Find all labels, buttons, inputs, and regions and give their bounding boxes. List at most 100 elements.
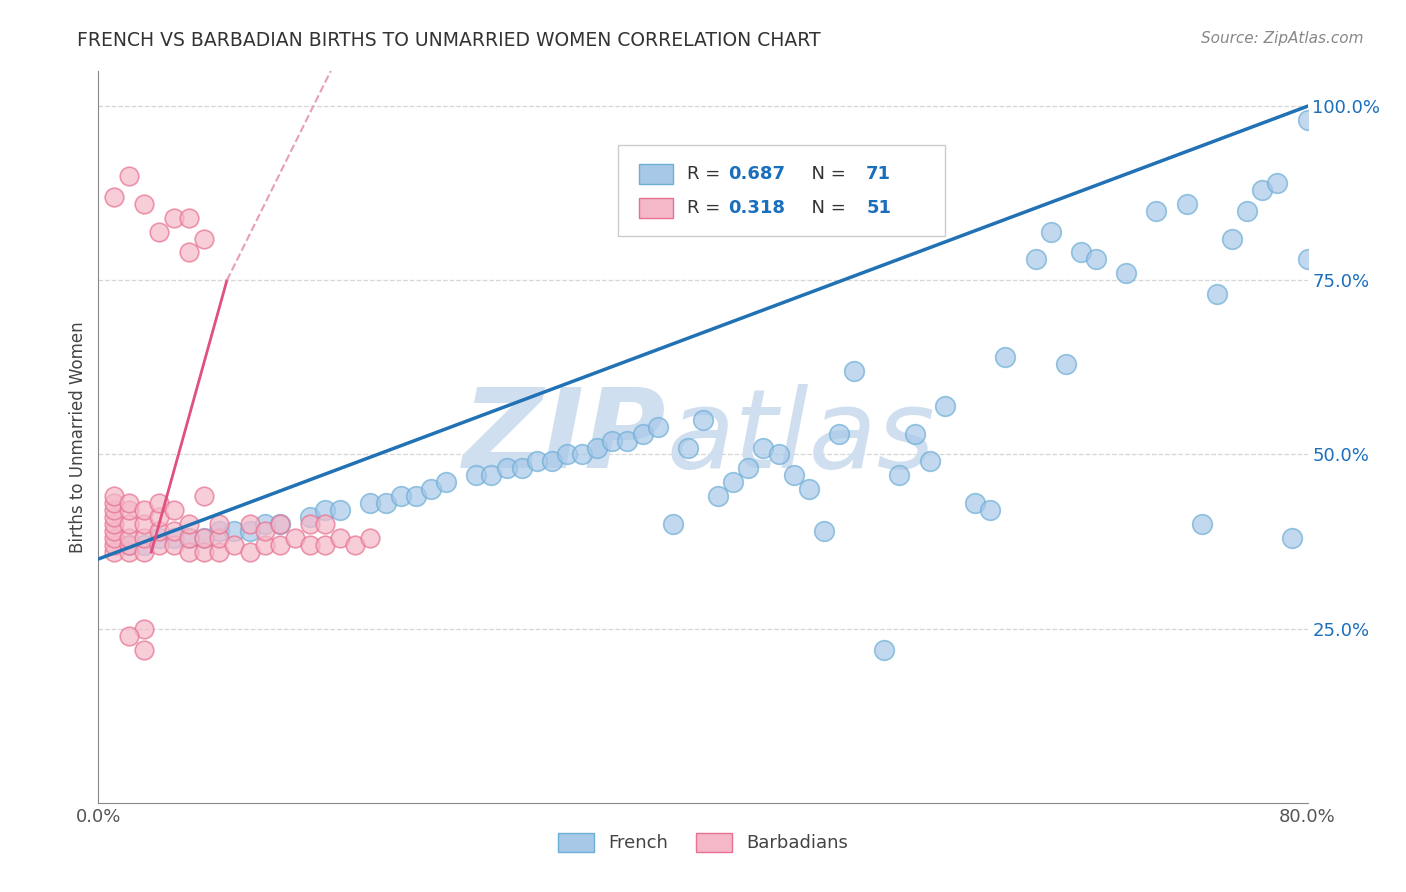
Point [299,510,322,524]
Point [768,448,790,462]
Text: R =: R = [688,199,727,217]
Point [1024,252,1046,267]
Point [692,412,714,426]
Text: N =: N = [800,165,851,183]
Point [828,426,851,441]
Point [132,545,155,559]
Point [118,169,141,183]
Point [344,538,367,552]
Point [179,531,201,545]
Point [132,642,155,657]
Point [314,503,336,517]
Point [132,503,155,517]
Point [737,461,759,475]
Point [314,538,336,552]
Point [1070,245,1092,260]
Legend: French, Barbadians: French, Barbadians [551,826,855,860]
Point [434,475,457,490]
Point [555,448,578,462]
Point [1085,252,1108,267]
Point [707,489,730,503]
Point [360,496,382,510]
Point [148,510,170,524]
Point [239,545,262,559]
Point [132,622,155,636]
Point [118,517,141,532]
Point [889,468,911,483]
Point [752,441,775,455]
Point [586,441,609,455]
Point [918,454,941,468]
Point [224,538,246,552]
Point [540,454,562,468]
Y-axis label: Births to Unmarried Women: Births to Unmarried Women [69,321,87,553]
Point [631,426,654,441]
FancyBboxPatch shape [638,198,673,219]
Point [208,545,231,559]
Point [1039,225,1062,239]
Point [934,399,956,413]
Point [1191,517,1213,532]
Text: atlas: atlas [666,384,935,491]
Point [526,454,548,468]
Point [163,211,186,225]
Point [797,483,820,497]
Point [118,538,141,552]
Point [389,489,412,503]
Point [148,496,170,510]
Point [103,531,125,545]
Point [495,461,517,475]
Point [179,531,201,545]
Point [103,489,125,503]
Point [1236,203,1258,218]
Point [163,524,186,538]
Point [1251,183,1274,197]
Point [723,475,745,490]
Point [374,496,396,510]
Point [179,517,201,532]
Point [179,245,201,260]
Point [360,531,382,545]
Point [481,468,503,483]
Point [148,531,170,545]
Point [904,426,927,441]
Point [1115,266,1137,280]
Point [118,496,141,510]
Point [193,545,215,559]
Point [118,545,141,559]
Point [647,419,669,434]
Point [1281,531,1303,545]
Point [299,538,322,552]
Point [118,503,141,517]
Point [405,489,427,503]
FancyBboxPatch shape [619,145,945,235]
Text: 0.687: 0.687 [728,165,786,183]
Point [163,503,186,517]
Point [571,448,593,462]
Point [1144,203,1167,218]
Point [329,503,352,517]
Point [103,545,125,559]
Point [284,531,307,545]
Point [420,483,443,497]
Point [179,211,201,225]
Point [813,524,835,538]
Point [163,531,186,545]
Text: R =: R = [688,165,727,183]
Point [253,517,276,532]
Point [783,468,806,483]
Point [208,524,231,538]
Point [676,441,699,455]
Point [148,524,170,538]
Point [299,517,322,532]
Point [224,524,246,538]
FancyBboxPatch shape [638,163,673,184]
Point [1296,113,1319,128]
Point [1054,357,1077,371]
Point [193,531,215,545]
Point [148,538,170,552]
Point [269,517,291,532]
Point [132,517,155,532]
Point [103,503,125,517]
Text: 51: 51 [866,199,891,217]
